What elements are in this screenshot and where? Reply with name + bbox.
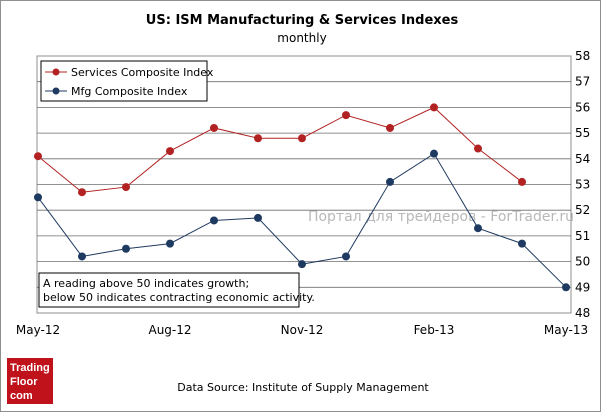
x-tick-label: Feb-13 [414,323,455,337]
data-point [474,224,482,233]
x-axis-ticks: May-12 Aug-12 Nov-12 Feb-13 May-13 [16,323,588,337]
y-tick-label: 53 [575,178,590,192]
data-point [254,134,262,143]
annotation-line-2: below 50 indicates contracting economic … [43,291,315,304]
series-line [37,106,523,193]
y-tick-label: 55 [575,126,590,140]
data-point [34,193,42,202]
y-tick-label: 52 [575,203,590,217]
annotation-line-1: A reading above 50 indicates growth; [43,277,249,290]
data-point [518,239,526,248]
data-point [298,134,306,143]
data-point [34,152,42,161]
y-tick-label: 50 [575,255,590,269]
y-tick-label: 51 [575,229,590,243]
logo-line-3: com [10,390,33,402]
y-tick-label: 58 [575,49,590,63]
y-tick-label: 56 [575,100,590,114]
series-1 [34,149,570,292]
y-tick-label: 54 [575,152,590,166]
data-point [210,216,218,225]
data-point [518,177,526,186]
data-point [78,188,86,197]
logo-background [7,358,53,404]
data-point [562,283,570,292]
legend-mfg-marker [52,87,60,95]
data-source: Data Source: Institute of Supply Managem… [177,381,429,394]
annotation-box [38,272,300,308]
x-tick-label: Nov-12 [281,323,324,337]
legend-mfg-label: Mfg Composite Index [71,85,188,98]
data-point [386,123,394,132]
data-point [430,103,438,112]
series-layer [34,103,570,292]
tradingfloor-logo: Trading Floor com [7,358,53,404]
data-point [342,111,350,120]
y-tick-label: 57 [575,75,590,89]
legend: Services Composite Index Mfg Composite I… [40,60,214,102]
data-point [122,244,130,253]
data-point [298,260,306,269]
data-point [386,177,394,186]
data-point [254,213,262,222]
chart-subtitle: monthly [277,31,326,45]
y-axis-ticks: 48 49 50 51 52 53 54 55 56 57 58 [575,49,590,320]
chart-title: US: ISM Manufacturing & Services Indexes [146,13,459,28]
data-point [166,239,174,248]
data-point [342,252,350,261]
x-tick-label: May-12 [16,323,60,337]
data-point [210,123,218,132]
x-tick-label: May-13 [544,323,588,337]
annotation: A reading above 50 indicates growth; bel… [38,272,315,308]
data-point [78,252,86,261]
data-point [430,149,438,158]
data-point [122,183,130,192]
x-tick-label: Aug-12 [148,323,191,337]
data-point [474,144,482,153]
legend-services-label: Services Composite Index [71,66,214,79]
watermark: Портал для трейдеров - ForTrader.ru [308,209,574,225]
data-point [166,147,174,156]
series-0 [34,103,526,197]
y-tick-label: 49 [575,280,590,294]
logo-line-1: Trading [10,362,50,374]
logo-line-2: Floor [10,376,38,388]
legend-services-marker [52,68,60,76]
legend-box [40,60,208,102]
y-tick-label: 48 [575,306,590,320]
